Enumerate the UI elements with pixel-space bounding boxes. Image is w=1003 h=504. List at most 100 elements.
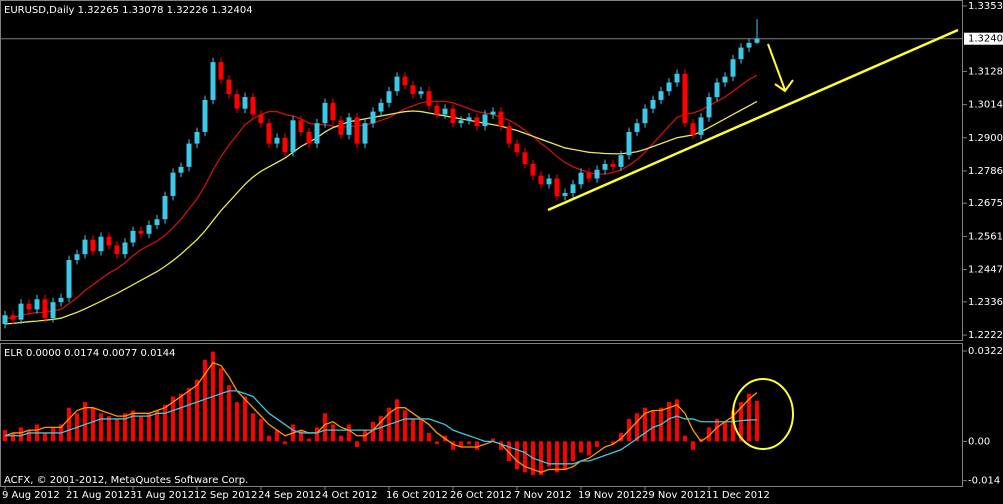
- histogram-bar: [171, 396, 175, 442]
- candle-body: [714, 82, 720, 98]
- x-tick-label: 16 Oct 2012: [386, 490, 448, 501]
- candle-body: [18, 303, 24, 320]
- candle-body: [538, 175, 544, 185]
- candle-body: [410, 85, 416, 95]
- candle-body: [146, 225, 152, 234]
- candle-body: [674, 73, 680, 83]
- candle-body: [234, 94, 240, 109]
- candle-body: [162, 195, 168, 220]
- histogram-bar: [99, 413, 103, 442]
- histogram-bar: [339, 435, 343, 442]
- histogram-bar: [83, 402, 87, 442]
- candle-body: [666, 82, 672, 92]
- histogram-bar: [411, 418, 415, 442]
- histogram-bar: [331, 424, 335, 442]
- candle-body: [218, 62, 224, 80]
- histogram-bar: [323, 413, 327, 442]
- candle-body: [482, 114, 488, 127]
- histogram-bar: [27, 430, 31, 442]
- candle-body: [202, 99, 208, 132]
- histogram-bar: [219, 368, 223, 442]
- x-tick-label: 26 Oct 2012: [450, 490, 512, 501]
- histogram-bar: [203, 359, 207, 442]
- candle-body: [682, 73, 688, 124]
- candle-body: [186, 143, 192, 167]
- candle-body: [434, 105, 440, 115]
- histogram-bar: [43, 432, 47, 442]
- y-tick-label: -0.014: [968, 476, 1000, 487]
- candle-body: [634, 123, 640, 132]
- candle-body: [610, 163, 616, 167]
- annotations: [547, 28, 959, 450]
- candle-body: [58, 297, 64, 303]
- histogram-bar: [515, 441, 519, 470]
- candle-body: [282, 137, 288, 153]
- candle-body: [442, 108, 448, 115]
- candle-body: [74, 254, 80, 260]
- main-frame: [0, 0, 963, 341]
- y-tick-label: 0.00: [968, 436, 990, 447]
- histogram-bar: [523, 441, 527, 473]
- histogram-bar: [179, 393, 183, 442]
- histogram-bar: [651, 410, 655, 442]
- candle-body: [730, 59, 736, 77]
- candle-body: [722, 76, 728, 83]
- candle-body: [170, 172, 176, 196]
- current-price-box: [964, 32, 1003, 45]
- histogram-bar: [307, 438, 311, 442]
- histogram-bar: [563, 441, 567, 470]
- candle-body: [90, 239, 96, 252]
- y-tick-label: 1.25610: [968, 231, 1003, 242]
- candle-body: [370, 111, 376, 124]
- y-tick-label: 1.31280: [968, 66, 1003, 77]
- histogram-bar: [395, 399, 399, 442]
- candle-body: [450, 108, 456, 124]
- histogram-bar: [579, 441, 583, 453]
- candle-body: [138, 230, 144, 234]
- histogram-bar: [571, 441, 575, 462]
- candle-body: [522, 152, 528, 164]
- candle-body: [738, 47, 744, 60]
- histogram-bar: [587, 441, 591, 456]
- histogram-bar: [595, 441, 599, 447]
- candle-body: [706, 97, 712, 118]
- histogram-bar: [467, 441, 471, 445]
- histogram-bar: [715, 418, 719, 442]
- histogram-bar: [643, 407, 647, 442]
- candle-body: [386, 91, 392, 103]
- candle-body: [290, 120, 296, 153]
- candle-body: [50, 302, 56, 319]
- histogram-bar: [555, 441, 559, 473]
- x-tick-label: 12 Sep 2012: [194, 490, 257, 501]
- histogram-bar: [67, 407, 71, 442]
- histogram-bar: [547, 441, 551, 467]
- candle-body: [402, 76, 408, 86]
- candle-body: [586, 172, 592, 179]
- y-tick-label: 1.22220: [968, 330, 1003, 341]
- candle-body: [474, 117, 480, 127]
- histogram-bar: [139, 416, 143, 442]
- histogram-bar: [747, 393, 751, 442]
- x-tick-label: 9 Aug 2012: [2, 490, 60, 501]
- histogram-bar: [259, 418, 263, 442]
- candle-body: [498, 111, 504, 127]
- candle-body: [122, 242, 128, 255]
- candle-body: [114, 245, 120, 255]
- histogram-bar: [683, 435, 687, 442]
- histogram-bar: [707, 427, 711, 442]
- histogram-bar: [731, 410, 735, 442]
- histogram-bar: [155, 410, 159, 442]
- x-tick-label: 29 Nov 2012: [642, 490, 706, 501]
- candle-body: [2, 315, 8, 324]
- indicator-title: ELR 0.0000 0.0174 0.0077 0.0144: [4, 348, 176, 359]
- histogram-bar: [243, 396, 247, 442]
- x-tick-label: 7 Nov 2012: [514, 490, 572, 501]
- candle-body: [578, 172, 584, 185]
- candle-body: [154, 219, 160, 226]
- candle-body: [226, 79, 232, 95]
- candle-body: [306, 131, 312, 144]
- x-tick-label: 21 Aug 2012: [66, 490, 130, 501]
- histogram-bar: [19, 427, 23, 442]
